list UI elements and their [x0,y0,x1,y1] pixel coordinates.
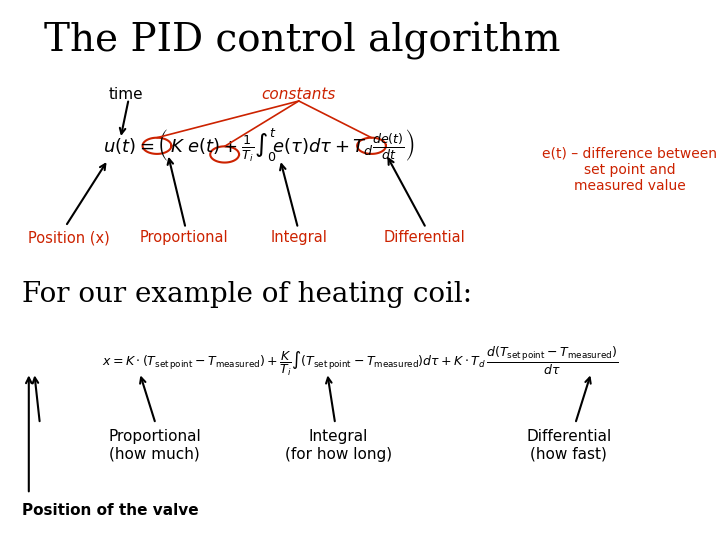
Text: $u(t) = \left(\,K\;e(t) + \frac{1}{T_i}\int_0^t\! e(\tau)d\tau + T_d\frac{de(t)}: $u(t) = \left(\,K\;e(t) + \frac{1}{T_i}\… [103,127,415,165]
Text: Differential: Differential [384,230,466,245]
Text: Integral: Integral [271,230,327,245]
Text: Proportional
(how much): Proportional (how much) [109,429,201,462]
Text: The PID control algorithm: The PID control algorithm [44,22,561,59]
Text: $x = K \cdot (T_{\mathrm{set\,point}} - T_{\mathrm{measured}}) + \dfrac{K}{T_i}\: $x = K \cdot (T_{\mathrm{set\,point}} - … [102,345,618,379]
Text: Integral
(for how long): Integral (for how long) [285,429,392,462]
Text: constants: constants [261,87,336,102]
Text: For our example of heating coil:: For our example of heating coil: [22,281,472,308]
Text: time: time [109,87,143,102]
Text: Differential
(how fast): Differential (how fast) [526,429,611,462]
Text: Position (x): Position (x) [27,230,109,245]
Text: e(t) – difference between
set point and
measured value: e(t) – difference between set point and … [542,147,718,193]
Text: Proportional: Proportional [139,230,228,245]
Text: Position of the valve: Position of the valve [22,503,198,518]
